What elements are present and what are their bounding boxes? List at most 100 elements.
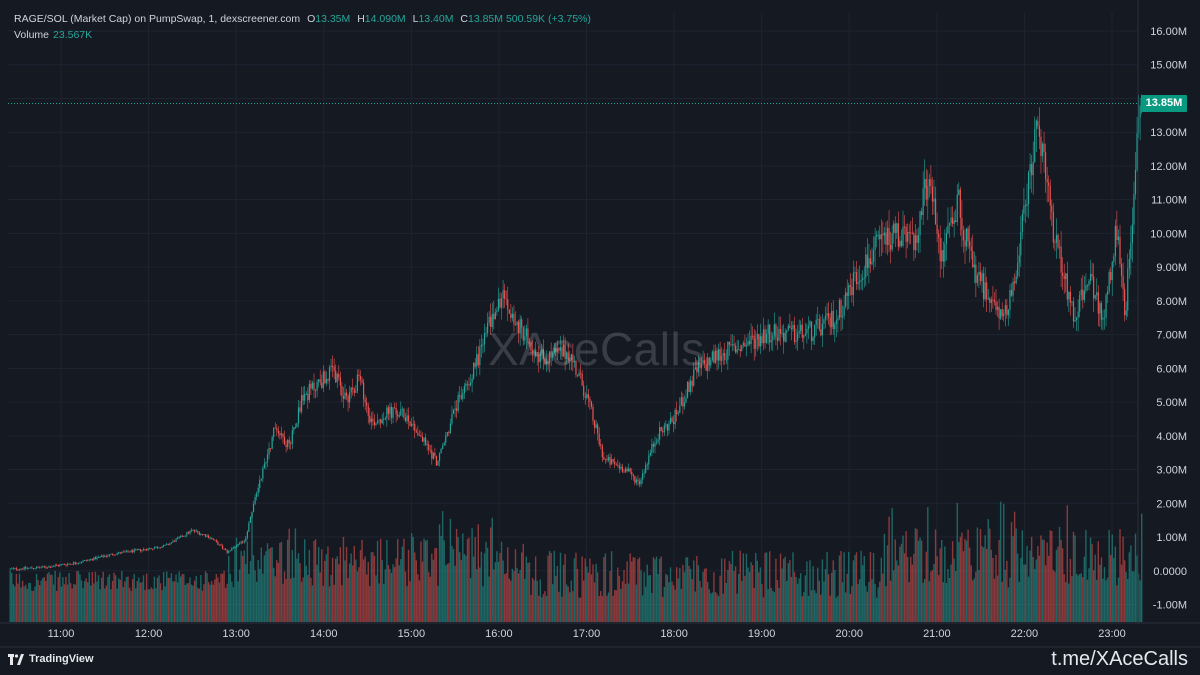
candle-body: [1057, 234, 1059, 248]
volume-bar: [483, 553, 486, 622]
volume-bar: [361, 539, 363, 622]
volume-bar: [894, 539, 896, 622]
volume-bar: [187, 583, 190, 622]
candle-body: [333, 366, 335, 371]
candle-body: [438, 453, 441, 462]
volume-bar: [1024, 564, 1027, 622]
volume-bar: [919, 537, 921, 622]
candle-body: [806, 328, 808, 334]
candle-body: [68, 563, 70, 565]
volume-bar: [739, 550, 741, 622]
candle-body: [955, 220, 957, 222]
candle-body: [930, 179, 932, 187]
volume-bar: [338, 564, 340, 622]
candle-body: [682, 397, 684, 407]
candle-body: [63, 564, 66, 565]
volume-bar: [899, 546, 901, 622]
candle-body: [530, 342, 532, 351]
volume-bar: [857, 584, 859, 622]
volume-bar: [885, 586, 887, 622]
candle-body: [254, 496, 256, 504]
candle-body: [93, 557, 95, 561]
candle-body: [240, 541, 242, 544]
volume-bar: [911, 564, 914, 622]
volume-bar: [1057, 546, 1059, 622]
candle-body: [510, 313, 512, 318]
candle-body: [375, 423, 377, 426]
y-tick-label: -1.00M: [1153, 600, 1187, 612]
candle-body: [415, 430, 417, 433]
candle-body: [448, 432, 450, 434]
volume-bar: [293, 577, 295, 622]
candle-body: [942, 250, 944, 262]
candle-body: [527, 328, 529, 344]
candle-body: [815, 319, 817, 325]
candle-body: [307, 393, 309, 401]
volume-bar: [973, 578, 976, 622]
volume-bar: [1119, 529, 1121, 622]
tradingview-brand[interactable]: TradingView: [8, 653, 94, 665]
candle-body: [755, 338, 757, 349]
volume-bar: [113, 572, 115, 622]
candle-body: [177, 537, 179, 539]
candle-body: [88, 559, 90, 561]
volume-bar: [638, 557, 641, 622]
volume-bar: [759, 567, 762, 622]
candle-body: [996, 306, 999, 311]
candle-body: [1014, 281, 1016, 284]
candle-body: [914, 235, 917, 251]
volume-bar: [812, 566, 814, 622]
candle-body: [634, 476, 636, 483]
candle-body: [507, 299, 509, 310]
volume-bar: [1023, 564, 1025, 622]
volume-bar: [683, 572, 686, 622]
candle-body: [711, 351, 713, 360]
candle-body: [107, 555, 109, 557]
volume-bar: [144, 589, 146, 622]
volume-bar: [242, 555, 244, 622]
volume-bar: [215, 574, 218, 622]
candle-body: [826, 313, 828, 316]
volume-bar: [854, 554, 856, 622]
candle-body: [843, 306, 845, 316]
candle-body: [276, 428, 278, 431]
volume-bar: [672, 585, 675, 622]
volume-bar: [652, 557, 655, 622]
candle-body: [561, 347, 563, 357]
candle-body: [454, 408, 456, 410]
volume-bar: [700, 587, 703, 622]
candle-body: [739, 349, 741, 352]
telegram-link[interactable]: t.me/XAceCalls: [1051, 648, 1188, 670]
candle-body: [659, 426, 661, 440]
candle-body: [728, 341, 731, 345]
candle-body: [535, 349, 537, 357]
candle-body: [462, 393, 464, 399]
volume-bar: [1075, 573, 1078, 622]
candle-body: [353, 389, 355, 393]
volume-bar: [880, 557, 883, 622]
candle-body: [180, 535, 182, 537]
candle-body: [575, 360, 577, 375]
candle-body: [834, 323, 836, 330]
volume-bar: [1004, 569, 1007, 622]
volume-bar: [286, 539, 289, 622]
candle-body: [863, 277, 865, 279]
volume-bar: [773, 592, 776, 622]
candle-body: [488, 316, 490, 323]
volume-bar: [65, 576, 67, 622]
candle-body: [263, 463, 266, 468]
volume-bar: [342, 536, 345, 622]
volume-bar: [352, 565, 354, 622]
candle-body: [313, 382, 315, 391]
candle-body: [547, 361, 549, 364]
volume-bar: [359, 550, 362, 622]
candle-body: [519, 319, 521, 334]
candle-body: [876, 234, 878, 237]
candle-body: [750, 335, 752, 345]
volume-bar: [770, 587, 772, 622]
volume-bar: [96, 581, 98, 622]
candle-body: [1113, 256, 1115, 262]
candle-body: [970, 246, 972, 251]
candle-body: [130, 550, 132, 553]
